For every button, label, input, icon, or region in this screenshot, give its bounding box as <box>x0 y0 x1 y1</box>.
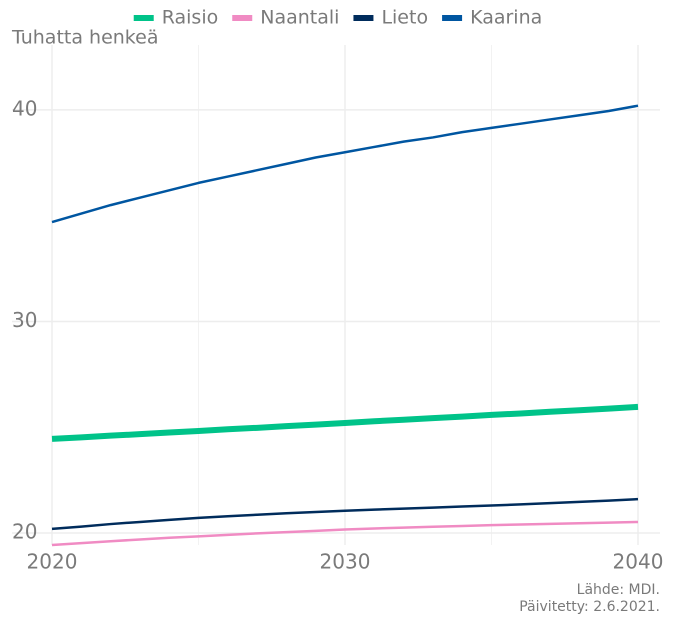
series-line <box>51 104 639 224</box>
y-axis-label: Tuhatta henkeä <box>11 27 158 49</box>
source: Lähde: MDI. <box>577 582 660 598</box>
x-tick-label: 2040 <box>613 550 664 574</box>
x-tick-label: 2020 <box>27 550 78 574</box>
y-tick-label: 20 <box>12 519 37 543</box>
y-tick-label: 40 <box>12 96 37 120</box>
legend-label: Raisio <box>162 7 219 29</box>
x-tick-label: 2030 <box>320 550 371 574</box>
updated: Päivitetty: 2.6.2021. <box>519 599 660 615</box>
legend: Raisio Naantali Lieto Kaarina <box>133 7 542 29</box>
y-tick-label: 30 <box>12 308 37 332</box>
legend-label: Naantali <box>260 7 339 29</box>
legend-label: Kaarina <box>470 7 542 29</box>
series-line <box>51 520 639 547</box>
series-line <box>51 403 639 442</box>
legend-label: Lieto <box>381 7 428 29</box>
series-line <box>51 497 639 531</box>
